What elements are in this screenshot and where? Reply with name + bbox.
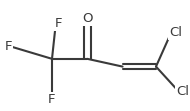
Text: Cl: Cl: [169, 26, 182, 39]
Text: F: F: [5, 40, 12, 53]
Text: F: F: [55, 17, 62, 30]
Text: O: O: [82, 12, 93, 25]
Text: F: F: [48, 93, 56, 106]
Text: Cl: Cl: [177, 84, 189, 98]
